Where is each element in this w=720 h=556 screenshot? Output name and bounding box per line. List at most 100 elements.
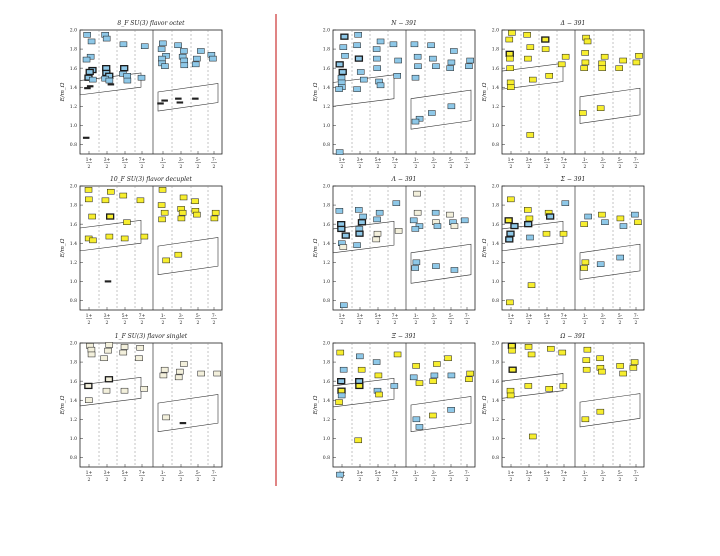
y-tick-label: 1.6 — [70, 66, 77, 72]
y-tick-label: 1.6 — [323, 66, 330, 72]
x-tick-numerator: 7+ — [561, 157, 568, 163]
x-tick-denominator: 2 — [510, 477, 513, 483]
x-tick-denominator: 2 — [88, 164, 91, 170]
energy-level-box — [394, 228, 403, 234]
x-tick-numerator: 5- — [449, 313, 454, 319]
energy-level-box — [337, 387, 346, 394]
plot-frame — [79, 342, 223, 468]
energy-level-box — [123, 219, 131, 225]
energy-level-box — [393, 73, 401, 79]
x-tick-numerator: 5- — [196, 470, 201, 476]
energy-level-box — [596, 408, 605, 415]
x-tick-numerator: 7- — [212, 157, 217, 163]
x-tick-denominator: 2 — [466, 320, 469, 326]
x-tick-numerator: 3- — [601, 470, 606, 476]
y-tick-label: 1.2 — [492, 417, 499, 423]
energy-level-box — [507, 342, 517, 350]
energy-level-box — [359, 213, 367, 220]
x-tick-denominator: 2 — [619, 164, 622, 170]
energy-level-box — [158, 55, 166, 62]
energy-level-box — [415, 424, 424, 430]
energy-level-box — [120, 235, 129, 242]
x-tick-numerator: 5+ — [122, 157, 129, 163]
energy-level-box — [414, 63, 422, 69]
x-tick-denominator: 2 — [584, 164, 587, 170]
energy-level-box — [123, 77, 132, 84]
energy-level-box — [634, 219, 642, 225]
energy-level-box — [140, 386, 148, 392]
y-tick-label: 1.0 — [492, 436, 499, 442]
y-tick-label: 1.8 — [492, 47, 499, 53]
energy-level-box — [88, 213, 96, 220]
energy-level-box — [390, 383, 399, 389]
energy-level-box — [191, 61, 200, 68]
energy-level-box — [372, 236, 381, 243]
x-tick-denominator: 2 — [635, 320, 638, 326]
energy-level-box — [341, 232, 350, 239]
energy-level-box — [176, 368, 184, 375]
energy-level-box — [447, 59, 456, 66]
x-tick-numerator: 3- — [179, 470, 184, 476]
energy-level-box — [616, 254, 624, 261]
energy-level-box — [631, 211, 639, 218]
y-tick-label: 1.4 — [70, 241, 77, 247]
energy-level-box — [598, 368, 606, 375]
threshold-box-negative — [579, 87, 641, 124]
energy-level-box — [85, 68, 94, 76]
energy-level-box — [429, 412, 437, 419]
energy-level-box — [460, 217, 469, 224]
energy-level-box — [353, 86, 361, 92]
panel-title: Λ − 391 — [391, 176, 417, 183]
x-tick-numerator: 7+ — [392, 313, 399, 319]
energy-level-box — [545, 73, 553, 79]
energy-level-box — [180, 48, 188, 54]
x-tick-denominator: 2 — [377, 477, 380, 483]
energy-level-box — [373, 230, 382, 237]
y-tick-label: 2.0 — [492, 184, 499, 190]
energy-level-box — [580, 65, 588, 71]
energy-level-box — [174, 374, 183, 381]
threshold-box-negative — [157, 237, 219, 276]
x-tick-denominator: 2 — [359, 164, 362, 170]
y-tick-label: 1.6 — [323, 379, 330, 385]
energy-level-box — [412, 416, 421, 423]
x-tick-numerator: 1+ — [508, 470, 515, 476]
y-tick-label: 0.8 — [70, 298, 77, 304]
threshold-box-negative — [157, 83, 219, 112]
panel-title: 1_F SU(3) flavor singlet — [115, 333, 188, 340]
energy-level-box — [376, 82, 385, 89]
threshold-box-negative — [157, 394, 219, 433]
x-tick-denominator: 2 — [415, 477, 418, 483]
x-tick-numerator: 7- — [634, 313, 639, 319]
energy-level-box — [162, 53, 170, 59]
y-tick-label: 1.8 — [70, 203, 77, 209]
energy-level-box — [450, 267, 459, 273]
energy-level-box — [191, 198, 199, 205]
x-tick-denominator: 2 — [197, 477, 200, 483]
x-tick-numerator: 3+ — [526, 313, 533, 319]
x-tick-denominator: 2 — [450, 164, 453, 170]
chart-panel: 0.81.01.21.41.61.82.01+23+25+27+21-23-25… — [60, 176, 223, 326]
energy-level-box — [140, 233, 149, 240]
energy-level-box — [86, 85, 94, 88]
energy-level-box — [339, 366, 348, 373]
y-tick-label: 1.2 — [492, 260, 499, 266]
y-tick-label: 1.6 — [70, 379, 77, 385]
energy-level-box — [159, 40, 167, 47]
energy-level-box — [600, 53, 609, 60]
panel-title: 10_F SU(3) flavor decuplet — [110, 176, 193, 183]
x-tick-numerator: 7- — [465, 470, 470, 476]
energy-level-box — [413, 209, 422, 216]
energy-level-box — [528, 433, 537, 440]
y-tick-label: 0.8 — [492, 298, 499, 304]
energy-level-box — [180, 361, 188, 367]
energy-level-box — [506, 55, 514, 62]
x-tick-numerator: 5+ — [544, 157, 551, 163]
energy-level-box — [429, 378, 437, 384]
energy-level-box — [157, 46, 166, 52]
x-tick-numerator: 1- — [414, 313, 419, 319]
energy-level-box — [580, 265, 588, 271]
x-tick-numerator: 5+ — [544, 470, 551, 476]
energy-level-box — [506, 392, 515, 399]
